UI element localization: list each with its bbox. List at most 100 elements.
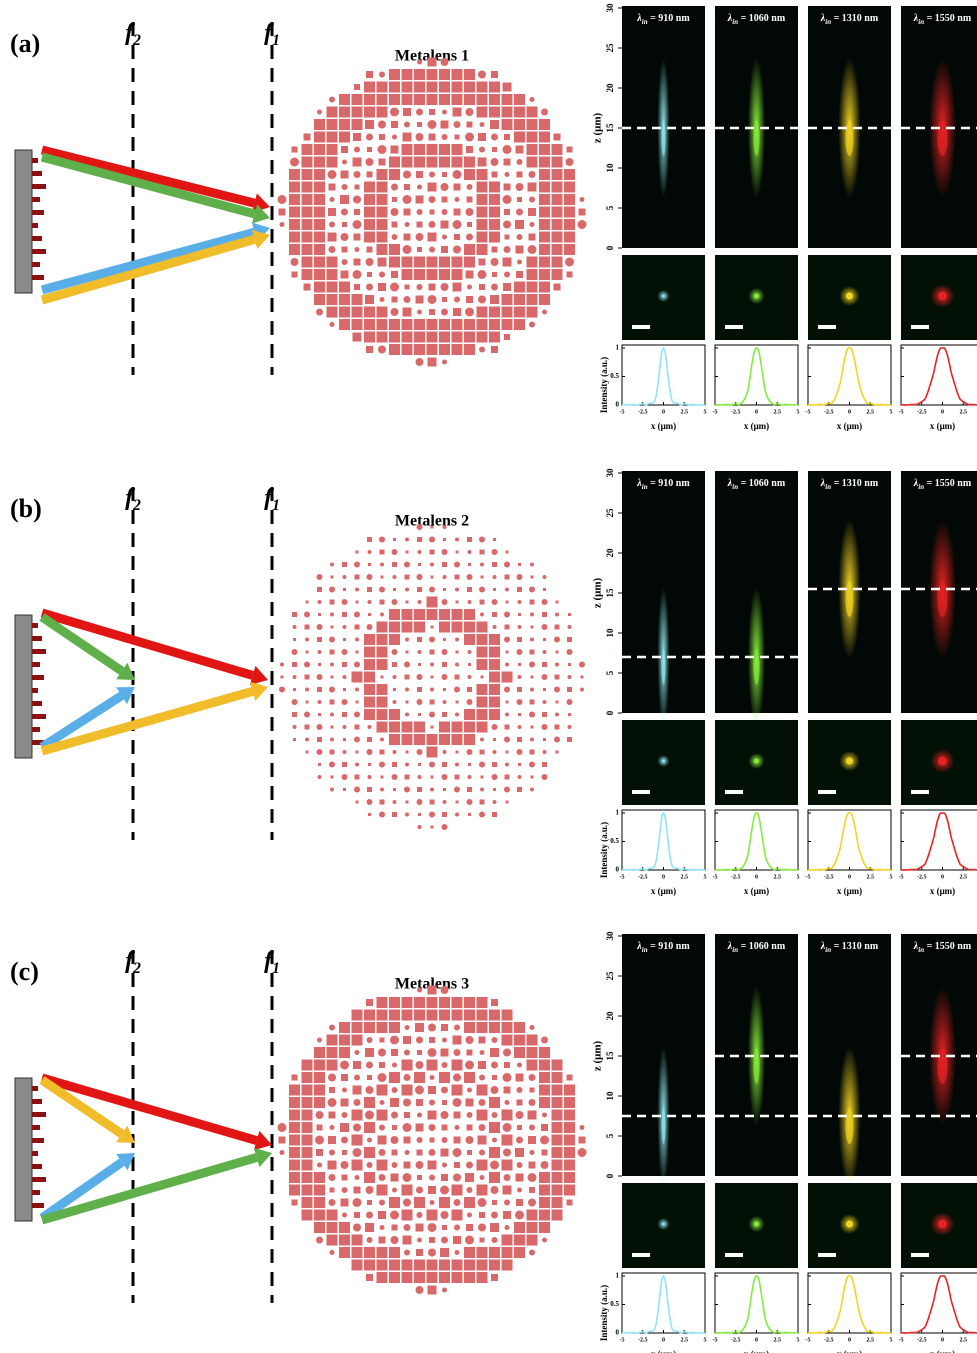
nanopillar xyxy=(453,283,462,292)
wavelength-text: = 1060 nm xyxy=(738,478,786,489)
nanopillar xyxy=(517,1188,522,1193)
nanopillar xyxy=(479,284,485,290)
nanopillar xyxy=(477,107,488,118)
nanopillar xyxy=(454,297,460,303)
nanopillar xyxy=(516,1137,523,1144)
nanopillar xyxy=(380,613,384,617)
nanopillar xyxy=(552,269,563,280)
x-tick-label: 2.5 xyxy=(774,874,782,880)
nanopillar xyxy=(402,734,413,745)
nanopillar xyxy=(364,672,375,683)
meta-atom xyxy=(32,1125,40,1130)
nanopillar xyxy=(330,1125,335,1130)
nanopillar xyxy=(530,97,535,102)
scale-bar xyxy=(725,790,743,794)
nanopillar xyxy=(302,1097,313,1108)
nanopillar xyxy=(452,1210,463,1221)
nanopillar xyxy=(364,647,375,658)
nanopillar xyxy=(502,1260,513,1271)
z-tick-label: 25 xyxy=(605,971,615,981)
nanopillar xyxy=(430,1138,435,1143)
nanopillar xyxy=(455,197,460,202)
nanopillar xyxy=(442,1062,448,1068)
nanopillar xyxy=(414,69,425,80)
nanopillar xyxy=(404,296,411,303)
nanopillar xyxy=(314,1060,325,1071)
nanopillar xyxy=(555,663,559,667)
intensity-tick-label: 0 xyxy=(616,866,620,874)
nanopillar xyxy=(492,1138,497,1143)
wavelength-text: = 1310 nm xyxy=(831,13,879,24)
nanopillar xyxy=(428,1111,437,1120)
nanopillar xyxy=(455,763,459,767)
nanopillar xyxy=(366,1274,373,1281)
nanopillar xyxy=(452,1260,463,1271)
nanopillar xyxy=(305,625,310,630)
nanopillar xyxy=(505,172,510,177)
nanopillar xyxy=(327,257,338,268)
x-tick-label: 5 xyxy=(704,1337,707,1343)
nanopillar xyxy=(480,1175,485,1180)
nanopillar xyxy=(467,222,472,227)
nanopillar xyxy=(442,110,447,115)
nanopillar xyxy=(466,208,474,216)
nanopillar xyxy=(417,247,422,252)
nanopillar xyxy=(389,1260,400,1271)
spot xyxy=(754,759,759,764)
nanopillar xyxy=(330,738,334,742)
meta-atom xyxy=(32,262,40,267)
nanopillar xyxy=(504,246,511,253)
nanopillar xyxy=(455,813,459,817)
nanopillar xyxy=(406,651,409,654)
nanopillar xyxy=(539,169,550,180)
nanopillar xyxy=(502,94,513,105)
nanopillar xyxy=(328,233,337,242)
x-tick-label: -2.5 xyxy=(638,874,648,880)
nanopillar xyxy=(518,563,521,566)
nanopillar xyxy=(516,1111,524,1119)
nanopillar xyxy=(316,1111,324,1119)
nanopillar xyxy=(464,634,475,645)
nanopillar xyxy=(542,599,548,605)
nanopillar xyxy=(478,1224,486,1232)
nanopillar xyxy=(414,1010,425,1021)
nanopillar xyxy=(389,997,400,1008)
nanopillar xyxy=(555,713,559,717)
z-tick-label: 20 xyxy=(605,548,615,558)
nanopillar xyxy=(518,625,522,629)
nanopillar xyxy=(414,1260,425,1271)
nanopillar xyxy=(489,684,500,695)
nanopillar xyxy=(314,194,325,205)
nanopillar xyxy=(402,1010,413,1021)
nanopillar xyxy=(352,107,363,118)
nanopillar xyxy=(355,725,360,730)
nanopillar xyxy=(493,800,497,804)
nanopillar xyxy=(539,1085,550,1096)
nanopillar xyxy=(367,1237,373,1243)
nanopillar xyxy=(366,71,373,78)
nanopillar xyxy=(464,1022,475,1033)
nanopillar xyxy=(564,219,575,230)
nanopillar xyxy=(480,750,485,755)
nanopillar xyxy=(568,713,571,716)
nanopillar xyxy=(467,1088,472,1093)
nanopillar xyxy=(403,308,412,317)
x-axis-label: x (μm) xyxy=(744,1349,769,1353)
nanopillar xyxy=(416,1187,423,1194)
nanopillar xyxy=(354,662,360,668)
nanopillar xyxy=(492,1237,498,1243)
x-tick-label: -2.5 xyxy=(638,409,648,415)
x-axis-label: x (μm) xyxy=(744,421,769,431)
x-tick-label: 0 xyxy=(848,409,851,415)
nanopillar xyxy=(528,1136,536,1144)
nanopillar xyxy=(442,562,447,567)
x-tick-label: -5 xyxy=(899,409,904,415)
nanopillar xyxy=(466,1136,474,1144)
nanopillar xyxy=(380,297,385,302)
nanopillar xyxy=(314,257,325,268)
nanopillar xyxy=(378,1136,387,1145)
nanopillar xyxy=(317,110,322,115)
nanopillar xyxy=(368,600,372,604)
nanopillar xyxy=(379,1062,385,1068)
nanopillar xyxy=(567,637,572,642)
